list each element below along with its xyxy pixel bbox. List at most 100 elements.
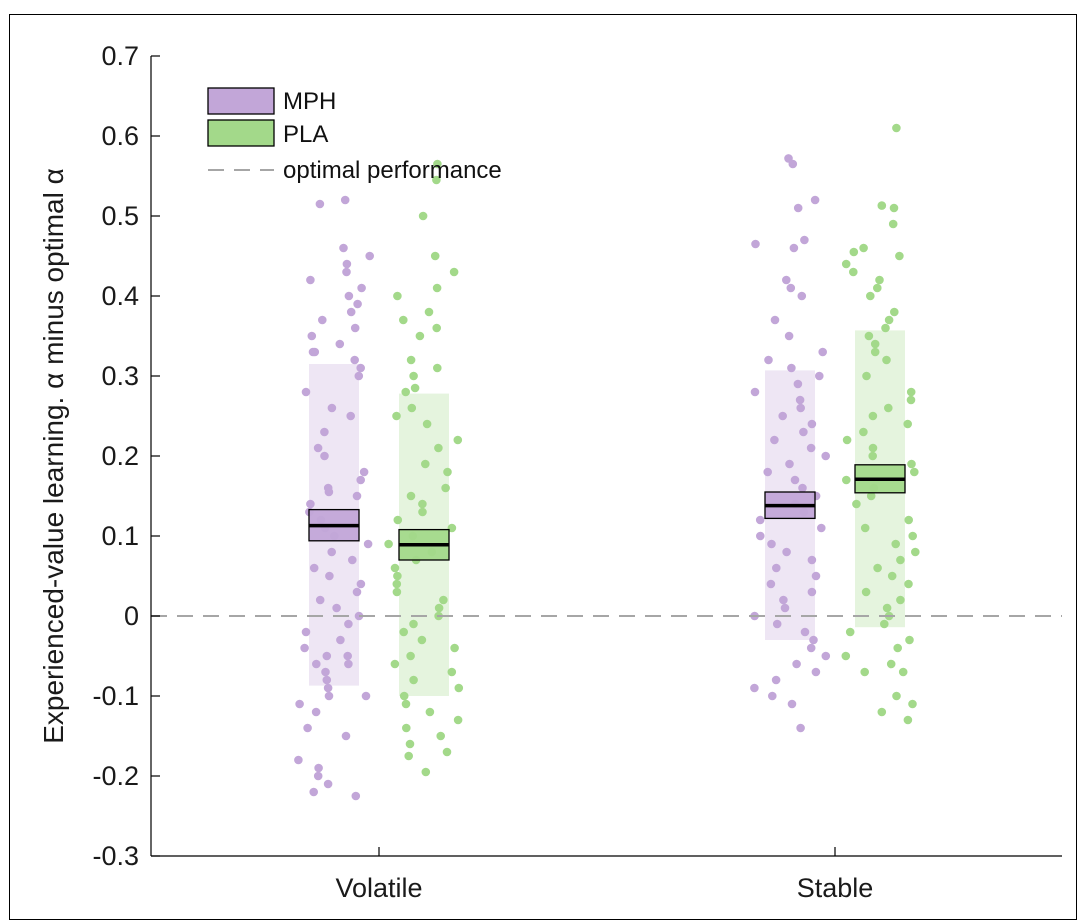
data-point-pla-stable — [881, 323, 890, 333]
data-point-mph-volatile — [361, 691, 371, 701]
data-point-pla-volatile — [404, 751, 414, 761]
data-point-pla-volatile — [430, 251, 440, 261]
data-point-mph-stable — [767, 539, 776, 549]
data-point-mph-stable — [750, 387, 760, 397]
data-point-pla-volatile — [409, 675, 418, 685]
data-point-pla-stable — [859, 427, 868, 437]
data-point-pla-volatile — [449, 267, 459, 277]
data-point-mph-volatile — [348, 555, 357, 565]
legend-label-pla: PLA — [283, 121, 328, 148]
data-point-pla-volatile — [406, 355, 416, 365]
data-point-mph-volatile — [354, 371, 364, 381]
data-point-mph-stable — [770, 315, 780, 325]
data-point-mph-volatile — [363, 539, 373, 549]
data-point-pla-volatile — [447, 523, 457, 533]
data-point-mph-volatile — [341, 731, 351, 741]
data-point-pla-volatile — [409, 371, 418, 381]
legend-label-mph: MPH — [283, 88, 336, 115]
data-point-pla-stable — [908, 699, 917, 709]
x-tick-label-volatile: Volatile — [335, 873, 422, 903]
data-point-pla-volatile — [401, 699, 411, 709]
data-point-pla-volatile — [443, 467, 452, 477]
data-point-mph-stable — [811, 571, 821, 581]
data-point-pla-stable — [870, 339, 880, 349]
data-point-pla-volatile — [418, 507, 427, 517]
data-point-pla-stable — [862, 371, 871, 381]
data-point-mph-stable — [764, 355, 773, 365]
data-point-pla-volatile — [432, 175, 441, 185]
data-point-pla-stable — [864, 331, 874, 341]
data-point-pla-stable — [904, 515, 913, 525]
data-point-mph-stable — [780, 603, 790, 613]
data-point-mph-stable — [784, 331, 794, 341]
data-point-mph-volatile — [314, 763, 323, 773]
data-point-mph-volatile — [343, 651, 353, 661]
y-tick-label: -0.1 — [92, 681, 139, 711]
data-point-mph-stable — [763, 467, 772, 477]
data-point-pla-stable — [895, 251, 904, 261]
data-point-mph-stable — [796, 723, 805, 733]
data-point-pla-volatile — [453, 715, 463, 725]
data-point-pla-stable — [849, 267, 858, 277]
data-point-mph-stable — [806, 443, 816, 453]
data-point-pla-stable — [896, 595, 905, 605]
data-point-mph-volatile — [324, 691, 334, 701]
data-point-mph-volatile — [351, 791, 361, 801]
data-point-pla-volatile — [432, 323, 442, 333]
data-point-mph-volatile — [342, 267, 351, 277]
data-point-mph-volatile — [335, 339, 345, 349]
data-point-pla-stable — [877, 707, 887, 717]
data-point-mph-volatile — [313, 771, 323, 781]
data-point-pla-volatile — [407, 403, 417, 413]
data-point-mph-stable — [779, 595, 788, 605]
data-point-mph-volatile — [336, 635, 345, 645]
data-point-pla-stable — [877, 201, 887, 210]
data-point-pla-volatile — [415, 331, 425, 341]
data-point-pla-stable — [870, 347, 880, 357]
data-point-mph-stable — [766, 579, 776, 589]
data-point-mph-volatile — [350, 323, 360, 333]
data-point-pla-volatile — [422, 419, 432, 429]
data-point-pla-volatile — [402, 723, 411, 733]
data-point-mph-stable — [807, 419, 817, 429]
data-point-mph-volatile — [309, 787, 319, 797]
data-point-mph-stable — [796, 403, 805, 413]
data-point-pla-stable — [868, 411, 878, 421]
data-point-pla-stable — [904, 579, 913, 589]
data-point-mph-volatile — [344, 291, 354, 301]
data-point-pla-stable — [859, 243, 868, 253]
data-point-pla-volatile — [393, 515, 403, 525]
data-point-pla-stable — [860, 523, 870, 533]
data-point-mph-volatile — [300, 643, 309, 653]
data-point-pla-volatile — [405, 739, 415, 749]
data-point-pla-volatile — [418, 211, 428, 221]
data-point-pla-stable — [907, 459, 916, 469]
data-point-pla-stable — [892, 123, 901, 133]
data-point-pla-volatile — [421, 459, 430, 469]
data-point-pla-stable — [890, 307, 899, 317]
data-point-mph-stable — [810, 195, 820, 205]
data-point-mph-stable — [807, 587, 817, 597]
data-point-pla-stable — [861, 587, 871, 597]
data-point-pla-volatile — [442, 747, 452, 757]
data-point-mph-volatile — [322, 675, 332, 685]
data-point-mph-volatile — [322, 651, 332, 661]
data-point-mph-volatile — [303, 723, 312, 733]
data-point-pla-stable — [882, 355, 891, 365]
data-point-mph-stable — [817, 523, 826, 533]
data-point-mph-stable — [786, 283, 796, 293]
data-point-mph-volatile — [356, 475, 366, 485]
data-point-mph-volatile — [342, 259, 352, 269]
data-point-mph-volatile — [301, 387, 311, 397]
data-point-pla-stable — [873, 563, 882, 573]
data-point-pla-volatile — [417, 635, 427, 645]
data-point-mph-stable — [798, 483, 807, 493]
data-point-mph-stable — [772, 619, 782, 629]
data-point-pla-stable — [842, 475, 851, 485]
y-tick-label: -0.3 — [92, 841, 139, 871]
figure-frame — [9, 14, 1077, 920]
data-point-mph-volatile — [306, 499, 315, 509]
data-point-mph-volatile — [320, 451, 329, 461]
x-tick-label-stable: Stable — [797, 873, 874, 903]
data-point-mph-stable — [815, 371, 824, 381]
